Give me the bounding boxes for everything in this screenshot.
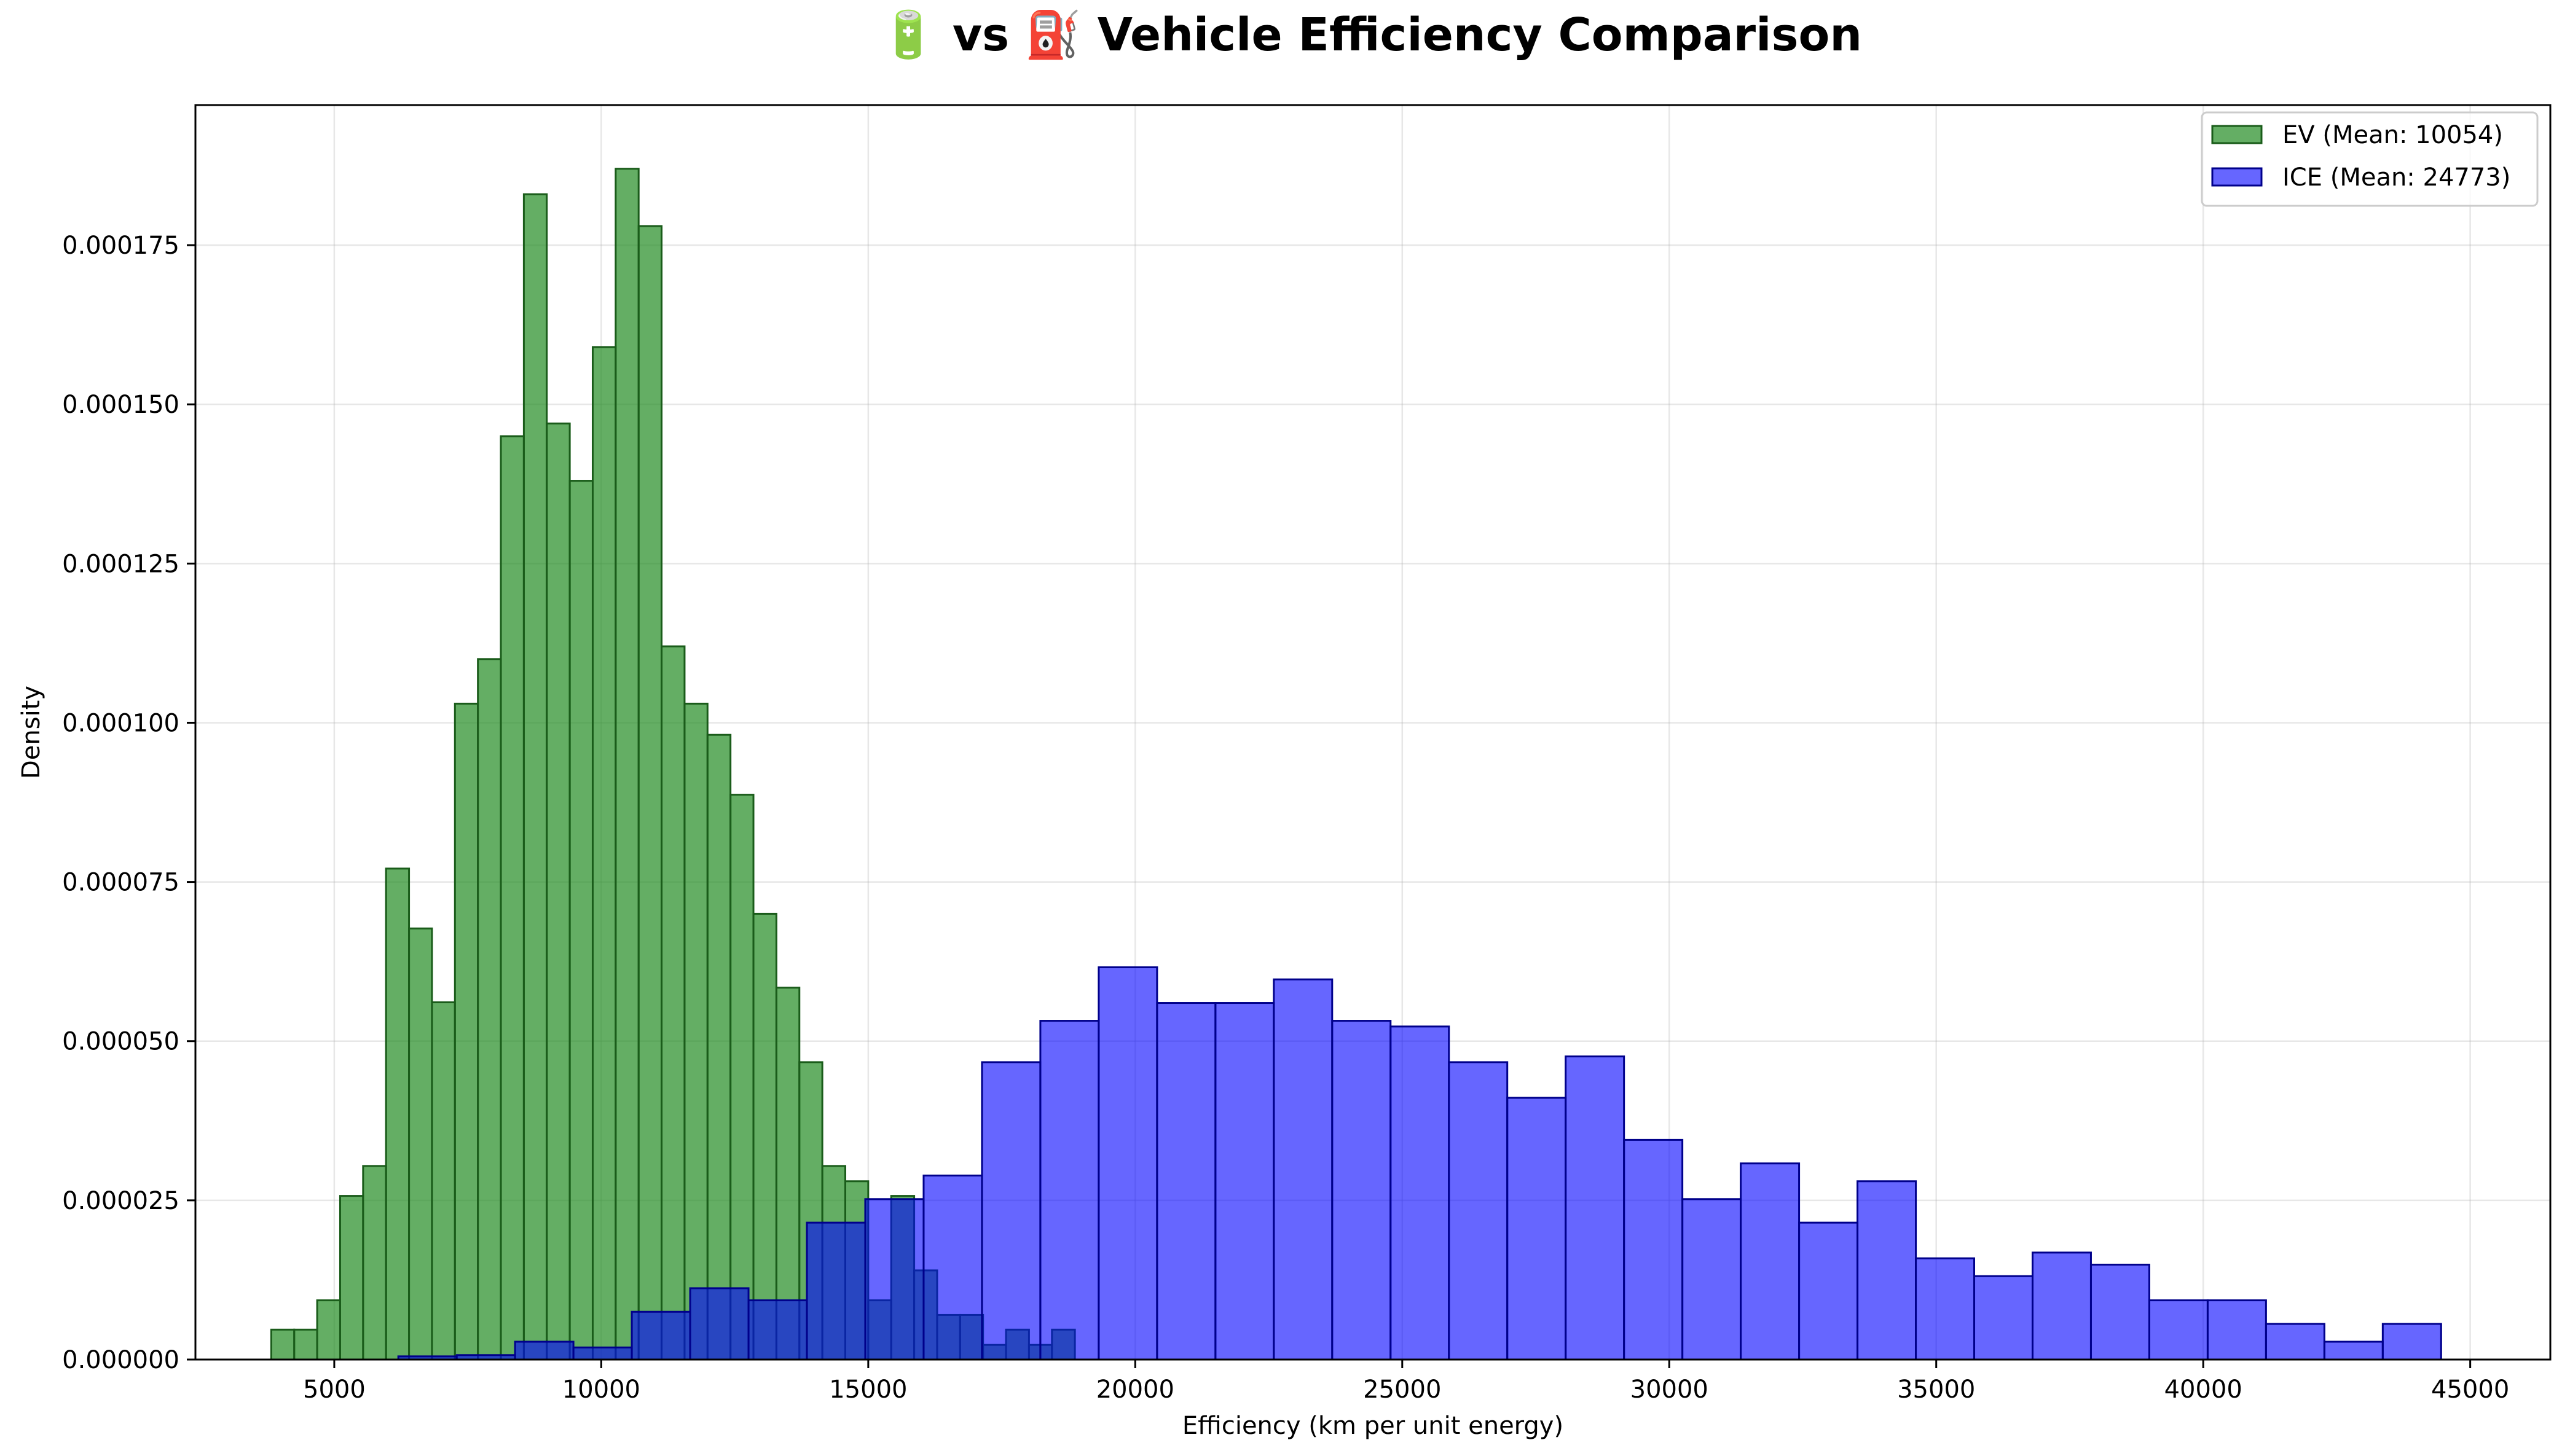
histogram-bar — [522, 193, 548, 1361]
x-tick-label: 25000 — [1363, 1376, 1441, 1404]
histogram-bar — [1565, 1055, 1625, 1361]
chart-title: 🔋 vs ⛽ Vehicle Efficiency Comparison — [880, 9, 1862, 61]
histogram-bar — [615, 168, 640, 1361]
histogram-bar — [683, 702, 709, 1361]
legend-label-ice: ICE (Mean: 24773) — [2282, 163, 2510, 192]
histogram-bar — [1156, 1002, 1217, 1361]
histogram-bar — [981, 1061, 1042, 1361]
histogram-bar — [1506, 1097, 1567, 1361]
legend-swatch-ev — [2211, 125, 2263, 144]
histogram-bar — [546, 422, 571, 1361]
histogram-bar — [385, 867, 411, 1361]
histogram-bar — [2265, 1323, 2325, 1361]
x-axis-label: Efficiency (km per unit energy) — [1182, 1412, 1563, 1440]
histogram-bar — [1915, 1257, 1976, 1361]
histogram-bar — [591, 346, 617, 1361]
y-tick-label: 0.000125 — [62, 550, 179, 578]
histogram-bar — [1740, 1162, 1801, 1361]
histogram-bar — [454, 702, 479, 1361]
histogram-bar — [568, 480, 594, 1361]
legend: EV (Mean: 10054) ICE (Mean: 24773) — [2201, 111, 2539, 207]
histogram-bar — [747, 1299, 808, 1361]
histogram-bar — [1448, 1061, 1509, 1361]
x-tick-label: 10000 — [562, 1376, 640, 1404]
histogram-bar — [1798, 1221, 1859, 1361]
y-tick-label: 0.000100 — [62, 709, 179, 737]
histogram-bar — [1681, 1198, 1742, 1361]
histogram-bar — [316, 1299, 341, 1361]
histogram-bar — [637, 225, 663, 1361]
histogram-bar — [362, 1165, 387, 1361]
histogram-bar — [293, 1328, 318, 1361]
plot-frame — [194, 104, 2552, 1361]
histogram-bar — [408, 927, 433, 1361]
histogram-bar — [661, 645, 686, 1361]
x-tick-label: 45000 — [2431, 1376, 2509, 1404]
histogram-bar — [514, 1341, 575, 1361]
histogram-bar — [339, 1195, 364, 1361]
histogram-bar — [706, 734, 732, 1361]
histogram-bar — [1623, 1138, 1684, 1361]
y-tick-label: 0.000075 — [62, 869, 179, 897]
x-tick-label: 35000 — [1897, 1376, 1975, 1404]
histogram-bar — [729, 794, 755, 1361]
legend-box — [2201, 111, 2539, 207]
legend-swatch-ice — [2211, 167, 2263, 187]
histogram-bar — [1389, 1025, 1450, 1361]
x-tick-label: 15000 — [829, 1376, 907, 1404]
y-tick-label: 0.000150 — [62, 391, 179, 419]
histogram-bar — [631, 1310, 691, 1361]
x-tick-label: 40000 — [2164, 1376, 2242, 1404]
histogram-bar — [2148, 1299, 2209, 1361]
histogram-bar — [1331, 1020, 1392, 1361]
histogram-bar — [500, 435, 525, 1361]
x-tick-label: 30000 — [1630, 1376, 1708, 1404]
histogram-bar — [806, 1221, 866, 1361]
y-tick-label: 0.000000 — [62, 1346, 179, 1374]
histogram-bar — [1098, 966, 1158, 1361]
histogram-bar — [689, 1287, 750, 1361]
series-ice-bars — [397, 966, 2442, 1361]
x-tick-label: 5000 — [303, 1376, 366, 1404]
histogram-bar — [2089, 1264, 2150, 1361]
histogram-bar — [752, 912, 777, 1361]
histogram-bar — [2206, 1299, 2267, 1361]
histogram-bar — [1973, 1275, 2033, 1361]
histogram-bar — [922, 1174, 983, 1361]
histogram-bars — [270, 168, 2442, 1361]
histogram-bar — [1039, 1020, 1100, 1361]
histogram-bar — [1857, 1180, 1917, 1361]
histogram-bar — [2031, 1251, 2092, 1361]
y-tick-label: 0.000050 — [62, 1028, 179, 1056]
histogram-bar — [1273, 978, 1334, 1361]
y-axis-label: Density — [17, 686, 45, 779]
histogram-bar — [2381, 1323, 2442, 1361]
y-tick-label: 0.000175 — [62, 232, 179, 260]
histogram-bar — [431, 1001, 456, 1361]
x-axis-ticks: 5000 10000 15000 20000 25000 30000 35000 40000 4… — [303, 1360, 2509, 1404]
y-axis-ticks: 0.000000 0.000025 0.000050 0.000075 0.000100… — [62, 232, 195, 1374]
histogram-bar — [477, 658, 502, 1361]
y-tick-label: 0.000025 — [62, 1187, 179, 1215]
histogram-bar — [1214, 1002, 1275, 1361]
histogram-bar — [270, 1328, 296, 1361]
histogram-bar — [572, 1346, 633, 1361]
histogram-bar — [864, 1198, 925, 1361]
x-tick-label: 20000 — [1096, 1376, 1174, 1404]
histogram-bar — [2323, 1341, 2384, 1361]
legend-label-ev: EV (Mean: 10054) — [2282, 121, 2503, 149]
